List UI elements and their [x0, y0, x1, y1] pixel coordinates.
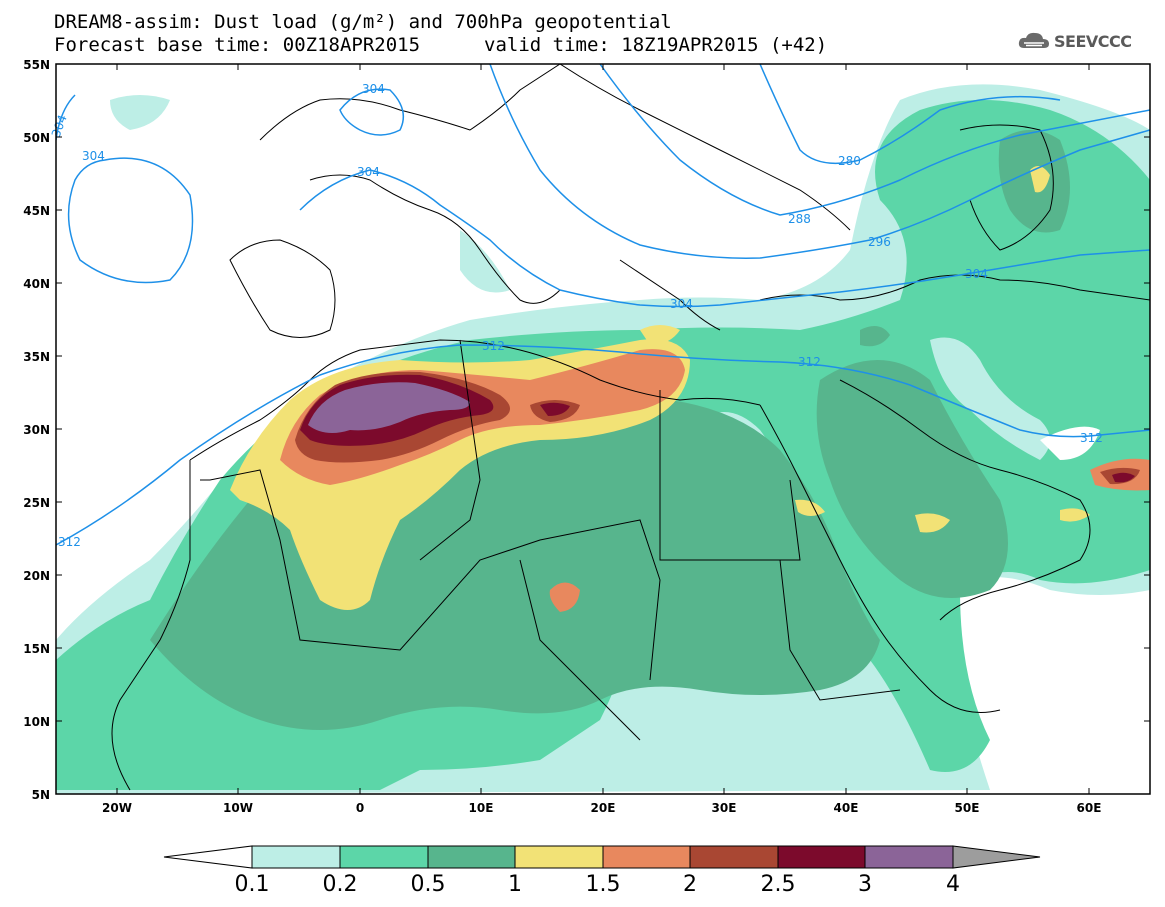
- lon-label: 60E: [1077, 801, 1102, 815]
- lon-label: 30E: [712, 801, 737, 815]
- cloud-icon: [1018, 32, 1049, 48]
- contour-label: 296: [868, 235, 891, 249]
- colorbar-label: 2.5: [760, 872, 796, 897]
- colorbar-label: 0.5: [410, 872, 446, 897]
- lat-label: 45N: [23, 204, 50, 218]
- lon-label: 40E: [834, 801, 859, 815]
- colorbar-segment: [777, 845, 866, 869]
- lon-label: 20W: [102, 801, 132, 815]
- colorbar-left-arrow: [163, 845, 253, 869]
- colorbar-label: 4: [946, 872, 960, 897]
- lat-label: 40N: [23, 277, 50, 291]
- colorbar-label: 0.2: [322, 872, 358, 897]
- latitude-labels: 55N 50N 45N 40N 35N 30N 25N 20N 15N 10N …: [23, 58, 50, 802]
- contour-label: 288: [788, 212, 811, 226]
- lon-label: 10W: [223, 801, 253, 815]
- colorbar-segment: [514, 845, 604, 869]
- colorbar-label: 1: [508, 872, 522, 897]
- coastlines: [111, 64, 1150, 791]
- colorbar-label: 0.1: [234, 872, 270, 897]
- colorbar-label: 2: [683, 872, 697, 897]
- colorbar: [163, 845, 1041, 869]
- contour-label: 312: [58, 535, 81, 549]
- lat-label: 55N: [23, 58, 50, 72]
- colorbar-label: 1.5: [585, 872, 621, 897]
- logo-text: SEEVCCC: [1054, 31, 1132, 51]
- base-time: Forecast base time: 00Z18APR2015: [54, 34, 421, 56]
- longitude-axis: [116, 64, 1090, 794]
- forecast-time-line: Forecast base time: 00Z18APR2015 valid ti…: [54, 34, 827, 56]
- lon-label: 10E: [469, 801, 494, 815]
- longitude-labels: 20W 10W 0 10E 20E 30E 40E 50E 60E: [102, 801, 1101, 815]
- lon-label: 20E: [591, 801, 616, 815]
- colorbar-segment: [689, 845, 779, 869]
- contour-label: 312: [798, 355, 821, 369]
- lat-label: 15N: [23, 642, 50, 656]
- contour-label: 304: [82, 149, 105, 163]
- lon-label: 50E: [955, 801, 980, 815]
- colorbar-segment: [602, 845, 691, 869]
- lat-label: 50N: [23, 131, 50, 145]
- lat-label: 35N: [23, 350, 50, 364]
- contour-label: 304: [965, 267, 988, 281]
- lon-label: 0: [356, 801, 364, 815]
- map-field: [56, 64, 1150, 794]
- contour-label: 304: [670, 297, 693, 311]
- seevccc-logo: SEEVCCC: [1018, 30, 1132, 52]
- contour-label: 312: [482, 339, 505, 353]
- valid-time: valid time: 18Z19APR2015 (+42): [484, 34, 828, 56]
- colorbar-label: 3: [858, 872, 872, 897]
- map-title: DREAM8-assim: Dust load (g/m²) and 700hP…: [54, 11, 672, 33]
- contour-label: 312: [1080, 431, 1103, 445]
- lat-label: 30N: [23, 423, 50, 437]
- colorbar-segment: [339, 845, 429, 869]
- colorbar-right-arrow: [952, 845, 1041, 869]
- geopotential-contours: [56, 64, 1150, 546]
- contour-label: 304: [357, 165, 380, 179]
- lat-label: 20N: [23, 569, 50, 583]
- contour-labels: 304 304 304 304 280 288 296 304 304 312 …: [49, 82, 1103, 549]
- lat-label: 5N: [32, 788, 50, 802]
- lat-label: 10N: [23, 715, 50, 729]
- colorbar-segment: [427, 845, 516, 869]
- colorbar-segment: [864, 845, 954, 869]
- contour-label: 280: [838, 154, 861, 168]
- colorbar-segment: [251, 845, 341, 869]
- latitude-axis: [56, 63, 1150, 795]
- lat-label: 25N: [23, 496, 50, 510]
- contour-label: 304: [362, 82, 385, 96]
